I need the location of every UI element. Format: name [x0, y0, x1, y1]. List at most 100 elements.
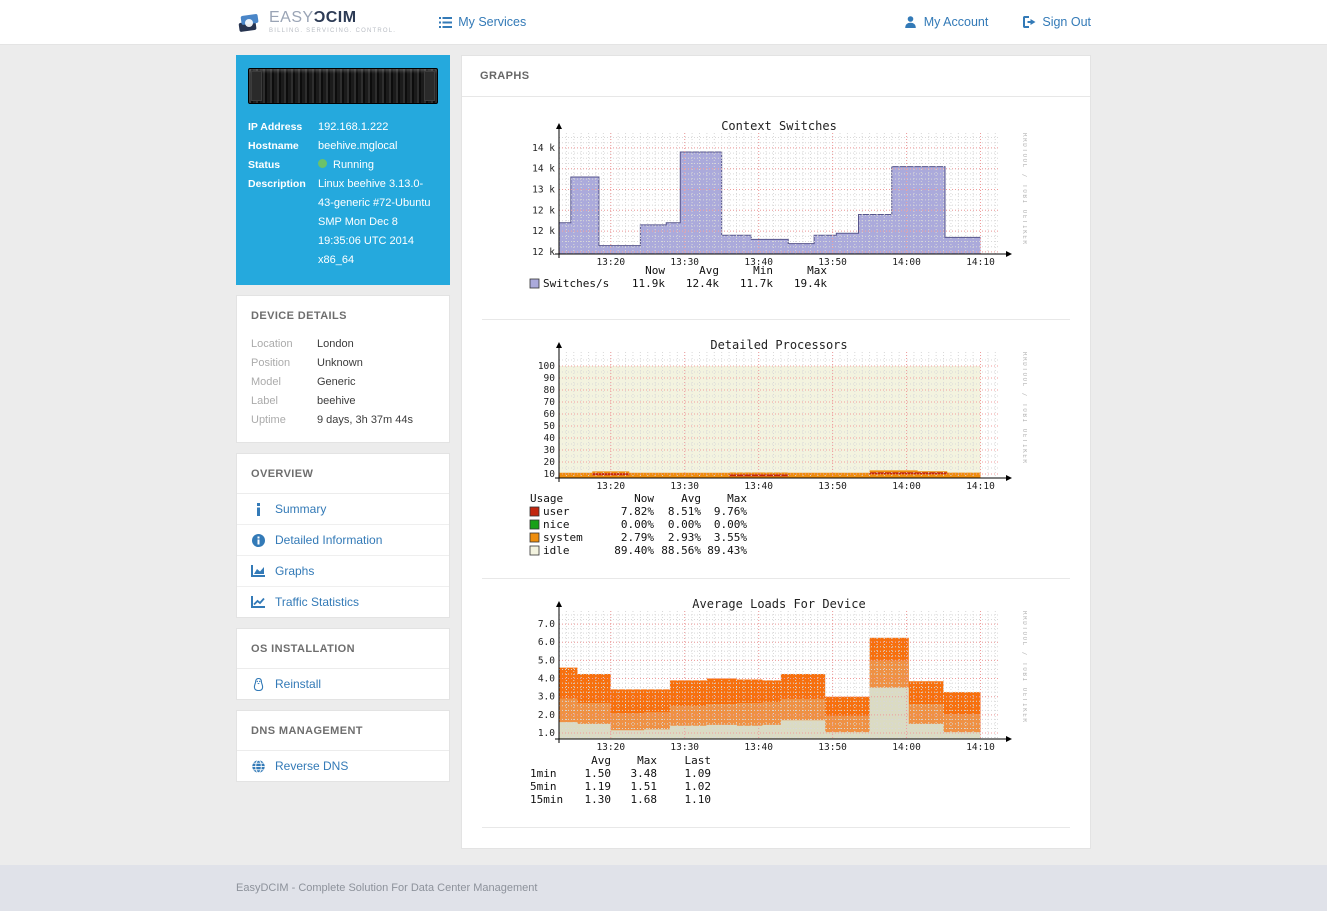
sign-out-icon: [1022, 16, 1036, 29]
svg-text:5min: 5min: [530, 780, 557, 793]
detail-row-label: Label beehive: [251, 395, 356, 407]
svg-text:4.0: 4.0: [538, 674, 555, 685]
svg-text:13:30: 13:30: [670, 257, 699, 268]
svg-text:system: system: [543, 531, 583, 544]
svg-text:60: 60: [544, 409, 556, 420]
sidebar-item-detailed-information[interactable]: Detailed Information: [237, 524, 449, 555]
graph-separator: [482, 578, 1070, 579]
dns-management-card: DNS MANAGEMENT Reverse DNS: [236, 710, 450, 782]
svg-text:12 k: 12 k: [532, 205, 555, 216]
svg-text:14:00: 14:00: [892, 742, 921, 753]
logo-tagline: BILLING. SERVICING. CONTROL.: [269, 28, 397, 34]
svg-text:1.02: 1.02: [685, 780, 712, 793]
svg-text:1.50: 1.50: [585, 767, 612, 780]
overview-menu-title: OVERVIEW: [237, 454, 449, 494]
svg-text:13 k: 13 k: [532, 185, 555, 196]
context-switches-graph: Context Switches 13:20 13:30 13:40 13:50 14:0…: [525, 119, 1027, 301]
svg-text:user: user: [543, 505, 570, 518]
svg-text:Detailed Processors: Detailed Processors: [710, 338, 847, 352]
svg-text:13:40: 13:40: [744, 742, 773, 753]
svg-text:13:50: 13:50: [818, 481, 847, 492]
detail-row-position: Position Unknown: [251, 357, 363, 369]
svg-text:7.0: 7.0: [538, 619, 555, 630]
graph-separator: [482, 827, 1070, 828]
svg-text:11.9k: 11.9k: [632, 277, 665, 290]
svg-text:Now: Now: [634, 492, 654, 505]
account-nav: My Account Sign Out: [904, 15, 1091, 29]
svg-text:14:10: 14:10: [966, 257, 995, 268]
svg-text:Avg: Avg: [699, 264, 719, 277]
svg-text:1.09: 1.09: [685, 767, 712, 780]
svg-text:11.7k: 11.7k: [740, 277, 773, 290]
description-value: Linux beehive 3.13.0-43-generic #72-Ubun…: [318, 178, 431, 266]
ip-address-label: IP Address: [248, 121, 303, 133]
svg-text:14:10: 14:10: [966, 481, 995, 492]
svg-text:Switches/s: Switches/s: [543, 277, 609, 290]
detail-row-uptime: Uptime 9 days, 3h 37m 44s: [251, 414, 414, 426]
ip-address-value: 192.168.1.222: [318, 121, 389, 133]
svg-text:Max: Max: [807, 264, 827, 277]
svg-text:13:20: 13:20: [596, 257, 625, 268]
svg-text:10: 10: [544, 469, 556, 480]
svg-text:1.19: 1.19: [585, 780, 612, 793]
status-value: Running: [318, 156, 438, 175]
svg-text:Now: Now: [645, 264, 665, 277]
svg-text:7.82%: 7.82%: [621, 505, 654, 518]
svg-text:1.51: 1.51: [631, 780, 658, 793]
info-circle-icon: [251, 533, 265, 547]
svg-text:80: 80: [544, 385, 556, 396]
list-icon: [438, 16, 452, 29]
svg-text:8.51%: 8.51%: [668, 505, 701, 518]
description-label: Description: [248, 178, 306, 190]
server-image: [248, 68, 438, 104]
svg-text:89.43%: 89.43%: [707, 544, 747, 557]
svg-text:90: 90: [544, 373, 556, 384]
sidebar-item-traffic-statistics[interactable]: Traffic Statistics: [237, 586, 449, 617]
svg-text:Context Switches: Context Switches: [721, 119, 837, 133]
svg-text:89.40%: 89.40%: [614, 544, 654, 557]
svg-text:70: 70: [544, 397, 556, 408]
graphs-panel: GRAPHS Context Switches 13:20 13:30 13:40 13…: [461, 55, 1091, 849]
nav-my-services[interactable]: My Services: [438, 15, 526, 29]
top-navbar: EASYƆCIM BILLING. SERVICING. CONTROL. My…: [0, 0, 1327, 45]
svg-text:0.00%: 0.00%: [668, 518, 701, 531]
svg-text:2.93%: 2.93%: [668, 531, 701, 544]
graphs-panel-title: GRAPHS: [462, 56, 1090, 97]
svg-text:5.0: 5.0: [538, 655, 555, 666]
sidebar-item-graphs[interactable]: Graphs: [237, 555, 449, 586]
svg-text:3.0: 3.0: [538, 692, 555, 703]
svg-text:9.76%: 9.76%: [714, 505, 747, 518]
svg-text:RRDTOOL / TOBI OETIKER: RRDTOOL / TOBI OETIKER: [1021, 611, 1027, 723]
status-dot-icon: [318, 159, 327, 168]
svg-text:88.56%: 88.56%: [661, 544, 701, 557]
svg-text:40: 40: [544, 433, 556, 444]
detailed-processors-graph-block: Detailed Processors 13:20 13:30 13:40 13:50 1…: [462, 320, 1090, 560]
linux-penguin-icon: [251, 677, 265, 691]
svg-text:RRDTOOL / TOBI OETIKER: RRDTOOL / TOBI OETIKER: [1021, 133, 1027, 245]
area-chart-icon: [251, 565, 265, 578]
nav-sign-out[interactable]: Sign Out: [1022, 15, 1091, 29]
sidebar-item-reinstall[interactable]: Reinstall: [237, 669, 449, 699]
svg-text:13:40: 13:40: [744, 257, 773, 268]
svg-text:1.10: 1.10: [685, 793, 712, 806]
easydcim-logo[interactable]: EASYƆCIM BILLING. SERVICING. CONTROL.: [236, 9, 396, 35]
svg-text:1min: 1min: [530, 767, 557, 780]
svg-text:30: 30: [544, 445, 556, 456]
svg-text:nice: nice: [543, 518, 570, 531]
svg-text:13:20: 13:20: [596, 481, 625, 492]
svg-text:3.55%: 3.55%: [714, 531, 747, 544]
svg-text:13:20: 13:20: [596, 742, 625, 753]
svg-text:Last: Last: [685, 754, 712, 767]
device-details-card: DEVICE DETAILS Location London Position …: [236, 295, 450, 443]
sidebar-item-summary[interactable]: Summary: [237, 494, 449, 524]
nav-my-account[interactable]: My Account: [904, 15, 988, 29]
svg-text:6.0: 6.0: [538, 637, 555, 648]
svg-text:idle: idle: [543, 544, 570, 557]
svg-text:100: 100: [538, 361, 555, 372]
svg-text:2.0: 2.0: [538, 710, 555, 721]
sidebar: IP Address 192.168.1.222 Hostname beehiv…: [236, 55, 450, 792]
sidebar-item-reverse-dns[interactable]: Reverse DNS: [237, 751, 449, 781]
average-loads-graph-block: Average Loads For Device 13:20 13:30 13:40 1…: [462, 579, 1090, 809]
svg-text:2.79%: 2.79%: [621, 531, 654, 544]
